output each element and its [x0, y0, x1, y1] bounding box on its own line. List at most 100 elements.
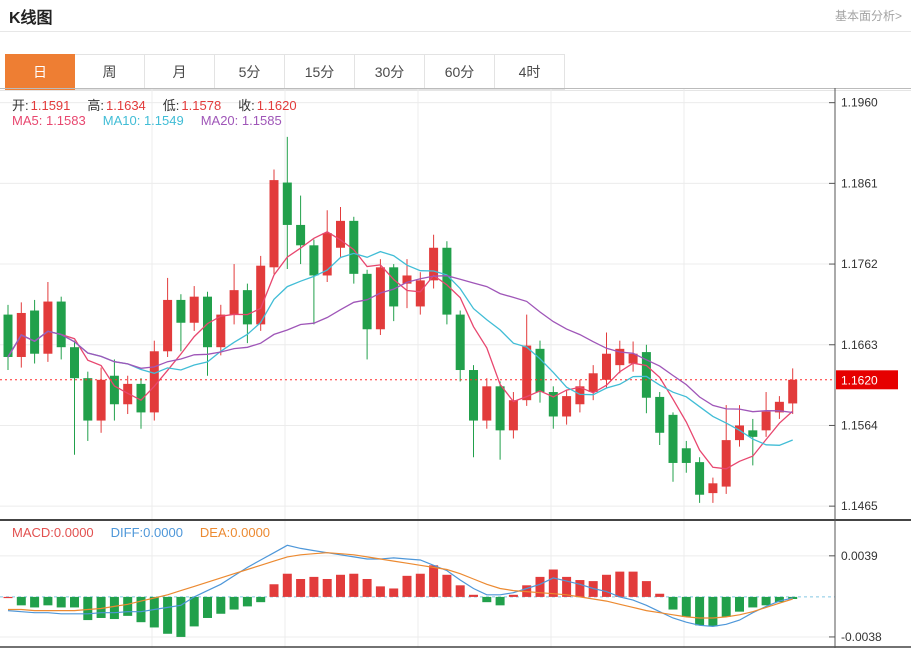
- kline-chart-canvas[interactable]: 1.1620 1.1960 1.1861 1.1762 1.1663 1.1564 1.14…: [0, 88, 911, 648]
- macd-bar: [695, 596, 705, 626]
- candle-body: [548, 392, 558, 417]
- macd-bar: [389, 588, 399, 597]
- macd-bar: [681, 596, 691, 617]
- tab-60min[interactable]: 60分: [425, 54, 495, 90]
- macd-bar: [30, 596, 40, 608]
- candle-body: [508, 400, 518, 431]
- macd-bar: [216, 596, 226, 614]
- macd-bar: [415, 573, 425, 597]
- candle-body: [189, 296, 199, 323]
- candle-body: [3, 314, 13, 357]
- macd-bar: [70, 596, 79, 608]
- macd-bar: [402, 575, 412, 597]
- candle-body: [269, 180, 279, 268]
- fundamental-analysis-link[interactable]: 基本面分析>: [834, 9, 902, 23]
- candle-body: [708, 483, 718, 494]
- candle-body: [163, 299, 173, 352]
- macd-bar: [136, 596, 146, 623]
- macd-bar: [668, 596, 678, 610]
- macd-bar: [296, 578, 306, 597]
- macd-bar: [602, 574, 611, 597]
- macd-bar: [96, 596, 106, 618]
- macd-bar: [109, 596, 119, 620]
- macd-bar: [774, 596, 784, 603]
- macd-bar: [442, 574, 452, 597]
- candle-body: [655, 396, 665, 433]
- candle-body: [389, 267, 399, 307]
- macd-bar: [628, 571, 638, 597]
- macd-tick-label: -0.0038: [841, 630, 882, 644]
- candle-body: [282, 182, 292, 225]
- candle-body: [256, 265, 266, 325]
- candle-body: [70, 347, 79, 379]
- macd-bar: [615, 571, 625, 597]
- candle-body: [336, 220, 345, 248]
- macd-bar: [735, 596, 744, 612]
- macd-tick-label: 0.0039: [841, 549, 878, 563]
- candle-body: [482, 386, 492, 421]
- candle-body: [495, 386, 505, 431]
- candle-body: [402, 275, 412, 284]
- candle-body: [442, 247, 452, 315]
- candle-body: [296, 224, 306, 246]
- candle-body: [149, 351, 159, 413]
- candle-body: [216, 314, 226, 348]
- candle-body: [469, 370, 478, 421]
- tab-4hour[interactable]: 4时: [495, 54, 565, 90]
- candle-body: [123, 383, 133, 405]
- tab-30min[interactable]: 30分: [355, 54, 425, 90]
- macd-bar: [508, 594, 518, 597]
- macd-bar: [269, 584, 279, 597]
- candle-body: [535, 348, 545, 393]
- candle-body: [109, 375, 119, 405]
- macd-bar: [495, 596, 505, 606]
- macd-bar: [562, 576, 572, 597]
- candle-body: [242, 290, 252, 325]
- ma20-line: [7, 275, 793, 414]
- svg-text:1.1620: 1.1620: [841, 373, 878, 387]
- macd-bar: [242, 596, 252, 607]
- macd-bar: [163, 596, 173, 634]
- tab-month[interactable]: 月: [145, 54, 215, 90]
- dea-line: [8, 552, 793, 619]
- tab-week[interactable]: 周: [75, 54, 145, 90]
- tab-15min[interactable]: 15分: [285, 54, 355, 90]
- macd-bar: [149, 596, 159, 628]
- last-price-badge: 1.1620: [836, 370, 898, 390]
- macd-bar: [761, 596, 771, 606]
- candle-body: [362, 273, 372, 330]
- macd-bar: [708, 596, 718, 627]
- macd-bar: [482, 596, 492, 603]
- macd-bar: [203, 596, 212, 618]
- ma10-line: [7, 250, 793, 446]
- candle-body: [588, 373, 598, 393]
- tab-5min[interactable]: 5分: [215, 54, 285, 90]
- macd-bar: [16, 596, 26, 606]
- grid-lines: [0, 88, 835, 648]
- macd-bar: [721, 596, 731, 617]
- tab-day[interactable]: 日: [5, 54, 75, 90]
- macd-bar: [336, 574, 345, 597]
- macd-bar: [429, 565, 439, 597]
- candle-body: [83, 378, 93, 421]
- macd-bar: [788, 596, 798, 600]
- candle-body: [615, 348, 625, 366]
- y-axis-tick-label: 1.1465: [841, 499, 878, 513]
- candle-body: [322, 233, 332, 276]
- macd-bar: [349, 573, 359, 597]
- macd-bar: [56, 596, 66, 608]
- candle-body: [229, 290, 239, 315]
- y-axis-labels: 1.1960 1.1861 1.1762 1.1663 1.1564 1.1465 0.00…: [829, 96, 882, 644]
- candle-body: [176, 299, 186, 323]
- macd-bar: [548, 569, 558, 597]
- macd-bar: [375, 586, 385, 597]
- candle-body: [415, 280, 425, 307]
- macd-bar: [123, 596, 133, 616]
- macd-bar: [322, 578, 332, 597]
- macd-bar: [362, 578, 372, 597]
- candle-body: [30, 310, 40, 354]
- candle-body: [203, 296, 212, 348]
- macd-bar: [83, 596, 93, 621]
- macd-bar: [575, 580, 585, 597]
- candle-body: [309, 245, 319, 276]
